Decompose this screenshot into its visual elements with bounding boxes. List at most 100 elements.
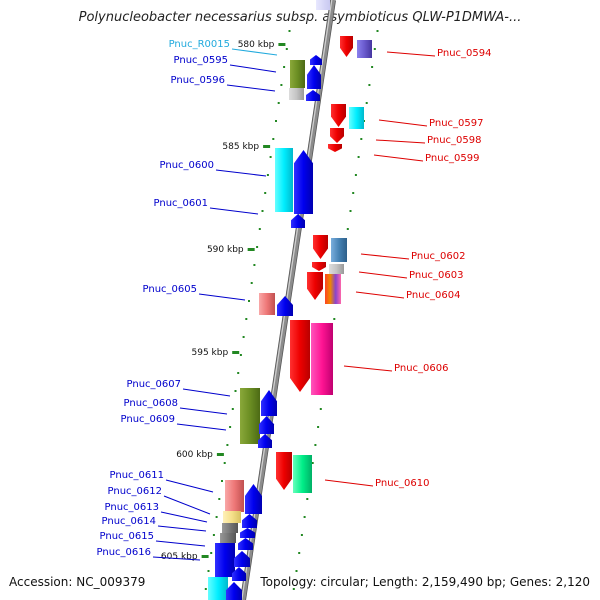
scale-layer: 580 kbp 585 kbp 590 kbp 595 kbp 600 kbp 605 k… [161, 40, 286, 562]
gene-label-pnuc-0596[interactable]: Pnuc_0596 [171, 75, 276, 92]
guide-dot [306, 498, 309, 500]
leader-line [152, 556, 201, 561]
gene-label-pnuc-0614[interactable]: Pnuc_0614 [102, 516, 207, 532]
scale-label-605-kbp: 605 kbp [161, 552, 198, 562]
scale-label-585-kbp: 585 kbp [222, 142, 259, 152]
feature-pnuc-r0015[interactable] [310, 55, 322, 65]
leader-line [324, 479, 374, 487]
guide-dot [285, 48, 288, 50]
feature-pnuc-0600[interactable] [294, 150, 313, 214]
feature-pnuc-0612-left[interactable] [223, 511, 241, 523]
feature-pnuc-0604[interactable] [307, 272, 323, 300]
guide-dot [234, 390, 237, 392]
gene-label-pnuc-0612[interactable]: Pnuc_0612 [108, 486, 211, 515]
feature-pnuc-0606[interactable] [290, 320, 310, 392]
leader-line [160, 511, 208, 523]
feature-pnuc-0599[interactable] [328, 144, 342, 152]
scale-tick [278, 43, 286, 46]
genome-summary-text: Topology: circular; Length: 2,159,490 bp… [260, 575, 590, 589]
accession-text: Accession: NC_009379 [9, 575, 146, 589]
gene-label-pnuc-0607[interactable]: Pnuc_0607 [127, 379, 231, 397]
feature-layer [208, 0, 372, 600]
guide-dot [261, 210, 264, 212]
gene-label-pnuc-0602[interactable]: Pnuc_0602 [360, 251, 465, 262]
guide-dot [239, 354, 242, 356]
feature-pnuc-0605[interactable] [277, 296, 293, 316]
feature-pnuc-0595-left[interactable] [290, 60, 305, 88]
gene-label-pnuc-0616[interactable]: Pnuc_0616 [97, 547, 201, 561]
feature-pnuc-0603-right[interactable] [329, 264, 344, 274]
feature-pnuc-0597[interactable] [331, 104, 346, 127]
feature-pnuc-0608[interactable] [259, 416, 274, 434]
gene-label-pnuc-0604[interactable]: Pnuc_0604 [355, 290, 460, 301]
feature-pnuc-0595[interactable] [307, 65, 321, 89]
feature-pnuc-0602[interactable] [313, 235, 328, 259]
gene-label-pnuc-0609[interactable]: Pnuc_0609 [121, 414, 227, 431]
guide-dot [272, 138, 275, 140]
feature-pnuc-0611[interactable] [245, 484, 262, 514]
gene-label-pnuc-0600[interactable]: Pnuc_0600 [160, 160, 267, 177]
gene-label-pnuc-0615[interactable]: Pnuc_0615 [100, 531, 206, 547]
gene-label-pnuc-0608[interactable]: Pnuc_0608 [124, 398, 228, 415]
feature-pnuc-0606-right[interactable] [311, 323, 333, 395]
feature-pnuc-0613[interactable] [240, 528, 255, 538]
feature-pnuc-0603[interactable] [312, 262, 326, 271]
gene-label-pnuc-0606[interactable]: Pnuc_0606 [343, 363, 448, 374]
guide-dot [333, 318, 336, 320]
gene-label-pnuc-0605[interactable]: Pnuc_0605 [143, 284, 246, 301]
gene-name: Pnuc_0597 [429, 118, 483, 129]
feature-pnuc-0613-left[interactable] [222, 523, 238, 533]
gene-name: Pnuc_0605 [143, 284, 197, 295]
feature-pnuc-0607-left[interactable] [240, 388, 260, 444]
feature-pnuc-0607[interactable] [261, 390, 277, 416]
gene-label-pnuc-0599[interactable]: Pnuc_0599 [373, 153, 479, 164]
feature-pnuc-0596-left[interactable] [289, 88, 304, 100]
gene-label-pnuc-0613[interactable]: Pnuc_0613 [105, 502, 208, 523]
scale-label-580-kbp: 580 kbp [238, 40, 275, 50]
gene-label-pnuc-0595[interactable]: Pnuc_0595 [174, 55, 277, 73]
feature-pnuc-0617-partial[interactable] [208, 577, 228, 600]
feature-pnuc-0612[interactable] [242, 514, 257, 528]
feature-pnuc-0601[interactable] [291, 214, 305, 228]
guide-dot [292, 588, 295, 590]
gene-label-pnuc-0601[interactable]: Pnuc_0601 [154, 198, 259, 215]
feature-pnuc-0618-partial[interactable] [226, 582, 242, 600]
feature-pnuc-0602-right[interactable] [331, 238, 347, 262]
feature-pnuc-0600-left[interactable] [275, 148, 293, 212]
gene-label-pnuc-0594[interactable]: Pnuc_0594 [386, 48, 491, 59]
feature-top-partial[interactable] [316, 0, 330, 10]
gene-name: Pnuc_0608 [124, 398, 178, 409]
feature-pnuc-0594-neighbor[interactable] [357, 40, 372, 58]
guide-dot [277, 102, 280, 104]
gene-label-pnuc-0611[interactable]: Pnuc_0611 [110, 470, 214, 493]
feature-pnuc-0614-left[interactable] [220, 533, 236, 543]
gene-label-pnuc-0598[interactable]: Pnuc_0598 [375, 135, 481, 146]
feature-pnuc-0614[interactable] [238, 538, 253, 550]
feature-pnuc-0610[interactable] [276, 452, 292, 490]
feature-pnuc-0597-right[interactable] [349, 107, 364, 129]
guide-dot [237, 372, 240, 374]
guide-dot [231, 408, 234, 410]
feature-pnuc-0605-left[interactable] [259, 293, 275, 315]
feature-pnuc-0596[interactable] [306, 90, 320, 101]
guide-dot [218, 498, 221, 500]
feature-pnuc-0610-right[interactable] [293, 455, 312, 493]
gene-label-pnuc-0597[interactable]: Pnuc_0597 [378, 118, 483, 129]
feature-pnuc-0615-left[interactable] [215, 543, 235, 577]
feature-pnuc-0609[interactable] [258, 434, 272, 448]
gene-label-pnuc-0603[interactable]: Pnuc_0603 [358, 270, 463, 281]
scale-label-590-kbp: 590 kbp [207, 245, 244, 255]
gene-label-pnuc-r0015[interactable]: Pnuc_R0015 [169, 39, 278, 56]
feature-pnuc-0604-right[interactable] [325, 274, 341, 304]
feature-pnuc-0598[interactable] [330, 128, 344, 143]
feature-pnuc-0611-left[interactable] [225, 480, 244, 512]
guide-dot [303, 516, 306, 518]
guide-dot [229, 426, 232, 428]
feature-pnuc-0615[interactable] [234, 551, 250, 567]
gene-label-pnuc-0610[interactable]: Pnuc_0610 [324, 478, 429, 489]
gene-name: Pnuc_0610 [375, 478, 429, 489]
scale-label-595-kbp: 595 kbp [192, 348, 229, 358]
feature-pnuc-0594[interactable] [340, 36, 353, 57]
guide-dot [226, 444, 229, 446]
feature-pnuc-0616[interactable] [232, 567, 246, 581]
